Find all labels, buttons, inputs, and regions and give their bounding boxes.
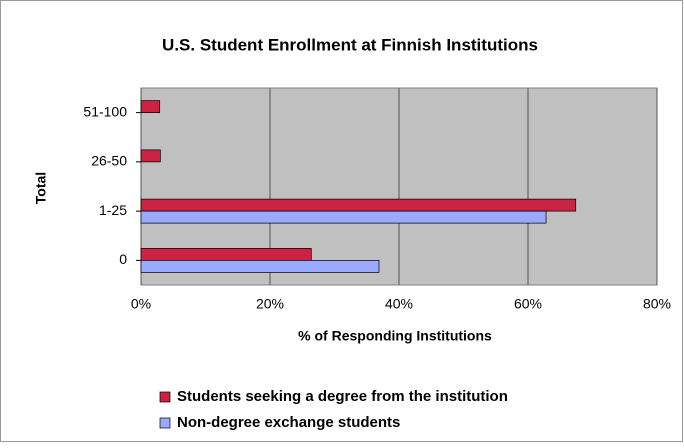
- x-tick-label: 80%: [643, 296, 671, 312]
- y-axis-label: Total: [33, 172, 49, 204]
- x-tick-label: 0%: [131, 296, 151, 312]
- bar: [140, 260, 380, 273]
- bar: [140, 210, 547, 224]
- legend-swatch: [159, 417, 171, 429]
- y-tick-label: 51-100: [83, 103, 127, 119]
- x-axis-label: % of Responding Institutions: [298, 328, 492, 344]
- bar: [140, 100, 161, 113]
- legend-label: Students seeking a degree from the insti…: [177, 388, 508, 405]
- legend-swatch: [159, 391, 171, 403]
- y-tick-label: 1-25: [99, 202, 127, 218]
- y-tick-label: 26-50: [91, 153, 127, 169]
- bar: [140, 198, 577, 212]
- y-tick-label: 0: [119, 251, 127, 267]
- x-tick-label: 60%: [514, 296, 542, 312]
- bar: [140, 248, 312, 261]
- bar: [140, 149, 161, 163]
- chart-title: U.S. Student Enrollment at Finnish Insti…: [162, 35, 538, 54]
- legend-label: Non-degree exchange students: [177, 414, 400, 431]
- x-tick-label: 20%: [256, 296, 284, 312]
- x-tick-label: 40%: [385, 296, 413, 312]
